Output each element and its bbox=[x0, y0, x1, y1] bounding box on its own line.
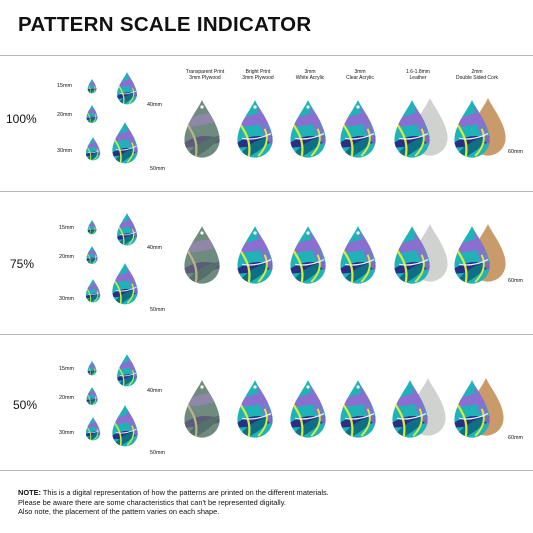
material-swatch-transparent-plywood bbox=[170, 377, 234, 444]
swatch-20mm bbox=[82, 104, 102, 125]
scale-label-50: 50% bbox=[13, 398, 38, 412]
swatch-15mm bbox=[84, 360, 100, 377]
material-swatch-cork bbox=[440, 377, 504, 444]
material-swatch-leather bbox=[378, 377, 446, 444]
size-label-15: 15mm bbox=[57, 83, 72, 89]
swatch-40mm bbox=[109, 352, 145, 390]
note-line-3: Also note, the placement of the pattern … bbox=[18, 507, 220, 517]
size-label-30: 30mm bbox=[59, 430, 74, 436]
size-label-20: 20mm bbox=[57, 112, 72, 118]
scale-label-100: 100% bbox=[6, 112, 37, 126]
size-label-40: 40mm bbox=[147, 388, 162, 394]
size-label-15: 15mm bbox=[59, 366, 74, 372]
sample-size-label: 60mm bbox=[508, 435, 523, 441]
note-line-1: NOTE: This is a digital representation o… bbox=[18, 488, 329, 497]
note-block: NOTE: This is a digital representation o… bbox=[18, 488, 329, 517]
material-swatch-clear-acrylic bbox=[326, 97, 390, 164]
swatch-40mm bbox=[109, 70, 145, 108]
sample-size-label: 60mm bbox=[508, 278, 523, 284]
section-divider-2 bbox=[0, 334, 533, 335]
size-label-50: 50mm bbox=[150, 307, 165, 313]
note-label: NOTE: bbox=[18, 488, 41, 497]
section-divider-top bbox=[0, 55, 533, 56]
size-label-20: 20mm bbox=[59, 395, 74, 401]
material-swatch-bright-plywood bbox=[223, 223, 287, 290]
size-label-30: 30mm bbox=[59, 296, 74, 302]
material-swatch-white-acrylic bbox=[276, 223, 340, 290]
swatch-30mm bbox=[80, 416, 106, 443]
size-label-40: 40mm bbox=[147, 102, 162, 108]
size-label-20: 20mm bbox=[59, 254, 74, 260]
swatch-15mm bbox=[84, 78, 100, 95]
material-swatch-cork bbox=[440, 223, 506, 290]
material-swatch-clear-acrylic bbox=[326, 223, 390, 290]
material-header-clear-acrylic: 3mm Clear Acrylic bbox=[346, 69, 374, 81]
swatch-15mm bbox=[84, 219, 100, 236]
note-line-2: Please be aware there are some character… bbox=[18, 497, 286, 507]
material-header-transparent-plywood: Transparent Print 3mm Plywood bbox=[185, 69, 225, 81]
material-swatch-white-acrylic bbox=[276, 377, 340, 444]
size-label-40: 40mm bbox=[147, 245, 162, 251]
material-swatch-transparent-plywood bbox=[170, 97, 234, 164]
scale-label-75: 75% bbox=[10, 257, 35, 271]
material-header-bright-plywood: Bright Print 3mm Plywood bbox=[242, 69, 274, 81]
size-label-50: 50mm bbox=[150, 450, 165, 456]
swatch-30mm bbox=[80, 136, 106, 163]
material-swatch-leather bbox=[380, 97, 448, 164]
swatch-40mm bbox=[109, 211, 145, 249]
material-header-white-acrylic: 3mm White Acrylic bbox=[295, 69, 325, 81]
material-swatch-white-acrylic bbox=[276, 97, 340, 164]
material-swatch-clear-acrylic bbox=[326, 377, 390, 444]
material-swatch-transparent-plywood bbox=[170, 223, 234, 290]
size-label-15: 15mm bbox=[59, 225, 74, 231]
sample-size-label: 60mm bbox=[508, 149, 523, 155]
swatch-30mm bbox=[80, 278, 106, 305]
material-swatch-bright-plywood bbox=[223, 377, 287, 444]
material-header-leather: 1.6-1.8mm Leather bbox=[406, 69, 430, 81]
size-label-30: 30mm bbox=[57, 148, 72, 154]
material-swatch-bright-plywood bbox=[223, 97, 287, 164]
size-label-50: 50mm bbox=[150, 166, 165, 172]
material-swatch-cork bbox=[440, 97, 506, 164]
swatch-20mm bbox=[82, 245, 102, 266]
swatch-50mm bbox=[102, 120, 148, 168]
material-swatch-leather bbox=[380, 223, 448, 290]
section-divider-bottom bbox=[0, 470, 533, 471]
swatch-20mm bbox=[82, 386, 102, 407]
section-divider-1 bbox=[0, 191, 533, 192]
material-header-cork: 2mm Double Sided Cork bbox=[456, 69, 498, 81]
swatch-50mm bbox=[102, 403, 148, 451]
swatch-50mm bbox=[102, 261, 148, 309]
page-title: PATTERN SCALE INDICATOR bbox=[18, 13, 312, 36]
